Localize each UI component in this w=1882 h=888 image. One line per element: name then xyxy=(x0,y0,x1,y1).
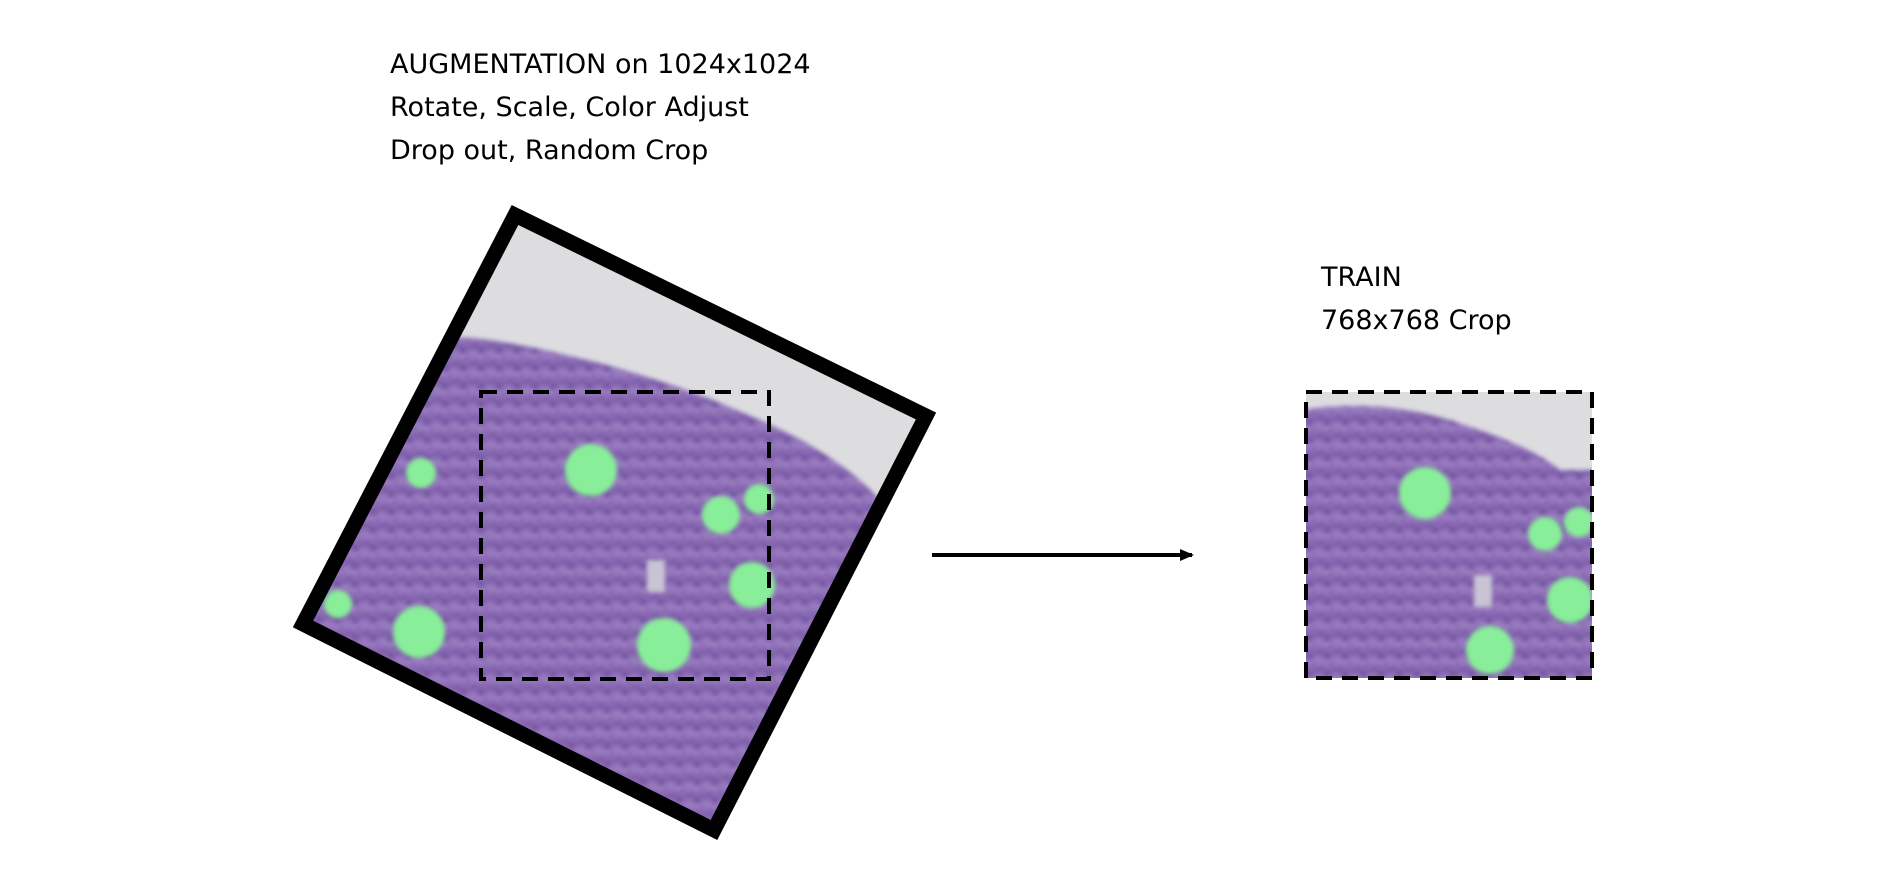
crop-region-box xyxy=(479,390,771,681)
train-title: TRAIN xyxy=(1321,262,1402,293)
augmentation-ops-line-2: Drop out, Random Crop xyxy=(390,135,709,166)
cropped-tile-border xyxy=(1304,390,1594,680)
augmentation-ops-line-1: Rotate, Scale, Color Adjust xyxy=(390,92,749,123)
rotated-tile-image xyxy=(303,215,926,830)
augmentation-title: AUGMENTATION on 1024x1024 xyxy=(390,49,811,80)
rotated-tile-frame xyxy=(292,205,937,841)
cropped-train-tile xyxy=(1304,390,1594,680)
rotated-tile-nuclei xyxy=(324,444,775,672)
cropped-tile-image xyxy=(1306,392,1592,678)
rotated-tile xyxy=(292,205,937,841)
train-crop-size: 768x768 Crop xyxy=(1321,305,1512,336)
train-caption: TRAIN 768x768 Crop xyxy=(1321,256,1512,342)
cropped-tile-nuclei xyxy=(1399,467,1592,674)
augmentation-caption: AUGMENTATION on 1024x1024 Rotate, Scale,… xyxy=(390,43,811,172)
